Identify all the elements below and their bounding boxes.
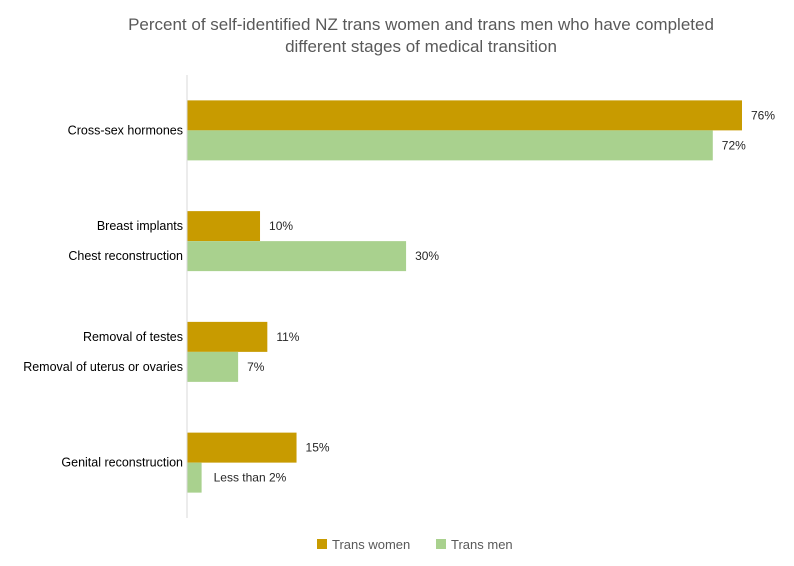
- data-label-trans-women-1: 76%: [751, 108, 775, 122]
- bar-trans-men-2: [187, 241, 407, 272]
- category-label-removal-of-uterus-or-ovaries: Removal of uterus or ovaries: [23, 360, 183, 374]
- data-label-trans-men-2: 30%: [415, 249, 439, 263]
- bar-trans-women-2: [187, 211, 261, 242]
- bar-trans-men-1: [187, 130, 713, 161]
- data-label-trans-men-4: Less than 2%: [214, 471, 287, 485]
- legend-swatch-trans-women: [317, 539, 327, 549]
- bar-trans-men-3: [187, 351, 239, 382]
- bar-trans-women-3: [187, 321, 268, 352]
- category-label-cross-sex-hormones: Cross-sex hormones: [68, 123, 183, 137]
- category-label-chest-reconstruction: Chest reconstruction: [68, 249, 183, 263]
- bar-trans-women-4: [187, 432, 297, 463]
- legend: Trans women Trans men: [317, 537, 513, 552]
- data-label-trans-women-3: 11%: [276, 330, 299, 344]
- data-label-trans-women-2: 10%: [269, 219, 293, 233]
- chart-title-line-1: Percent of self-identified NZ trans wome…: [128, 15, 714, 34]
- data-label-trans-men-3: 7%: [247, 360, 265, 374]
- bars-layer: 76% Cross-sex hormones 72% 10% Breast implan…: [23, 100, 775, 493]
- bar-trans-men-4: [187, 462, 202, 493]
- legend-label-trans-women: Trans women: [332, 537, 410, 552]
- legend-label-trans-men: Trans men: [451, 537, 513, 552]
- category-label-breast-implants: Breast implants: [97, 219, 183, 233]
- bar-trans-women-1: [187, 100, 742, 131]
- data-label-trans-women-4: 15%: [306, 441, 330, 455]
- chart-title-line-2: different stages of medical transition: [285, 37, 557, 56]
- category-label-genital-reconstruction: Genital reconstruction: [61, 456, 183, 470]
- category-label-removal-of-testes: Removal of testes: [83, 330, 183, 344]
- legend-swatch-trans-men: [436, 539, 446, 549]
- data-label-trans-men-1: 72%: [722, 138, 746, 152]
